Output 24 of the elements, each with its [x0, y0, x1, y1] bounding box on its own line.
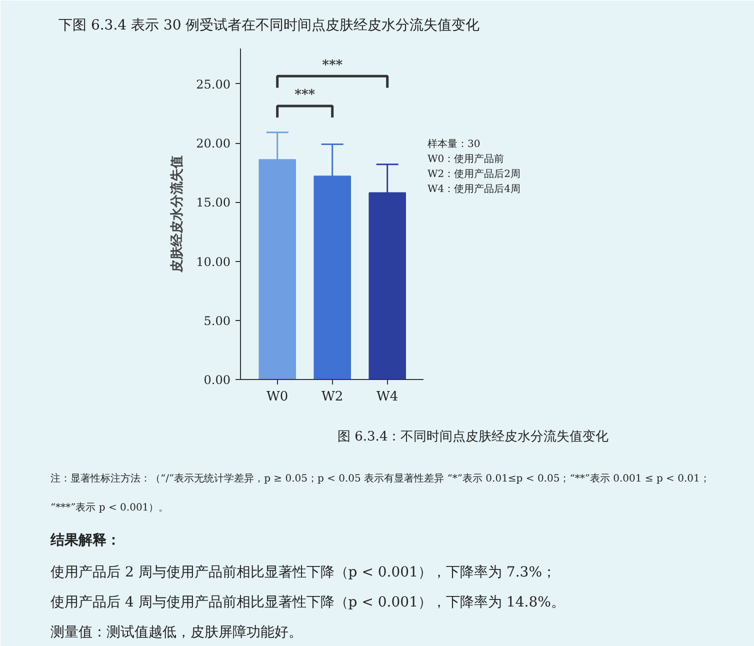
y-tick-label: 0.00 [204, 373, 230, 387]
chart-title: 下图 6.3.4 表示 30 例受试者在不同时间点皮肤经皮水分流失值变化 [58, 18, 480, 34]
text: 样本量：30 [428, 138, 480, 150]
y-tick-label: 15.00 [196, 196, 231, 210]
text: 测量值：测试值越低，皮肤屏障功能好。 [50, 624, 302, 640]
y-tick-label: 25.00 [196, 77, 231, 92]
caption: 图 6.3.4：不同时间点皮肤经皮水分流失值变化 [338, 428, 609, 444]
y-tick-label: 10.00 [196, 254, 231, 269]
y-axis-title: 皮肤经皮水分流失值 [169, 156, 186, 274]
y-tick-label: 20.00 [196, 136, 231, 151]
y-tick-label: 5.00 [204, 314, 230, 328]
annotation: *** [322, 58, 343, 73]
text: 使用产品后 4 周与使用产品前相比显著性下降（p < 0.001），下降率为 14.8%。 [50, 594, 565, 610]
text: 使用产品后 2 周与使用产品前相比显著性下降（p < 0.001），下降率为 7.3%； [50, 564, 556, 580]
x-tick-label: W0 [266, 390, 288, 404]
x-tick-label: W2 [322, 390, 344, 404]
text: 结果解释： [50, 532, 120, 548]
x-tick-label: W4 [376, 390, 398, 404]
text: 注：显著性标注方法：（“/”表示无统计学差异，p ≥ 0.05；p < 0.05 表示有显著性差异 “*”表示 0.01≤p < 0.05；“**”表示 0.001 ≤ p < 0.01； [50, 472, 710, 484]
text: W2：使用产品后2周 [428, 168, 521, 180]
text: “***”表示 p < 0.001）。 [50, 502, 169, 514]
text: W4：使用产品后4周 [428, 183, 521, 195]
text: W0：使用产品前 [428, 153, 504, 165]
annotation: *** [294, 88, 316, 103]
